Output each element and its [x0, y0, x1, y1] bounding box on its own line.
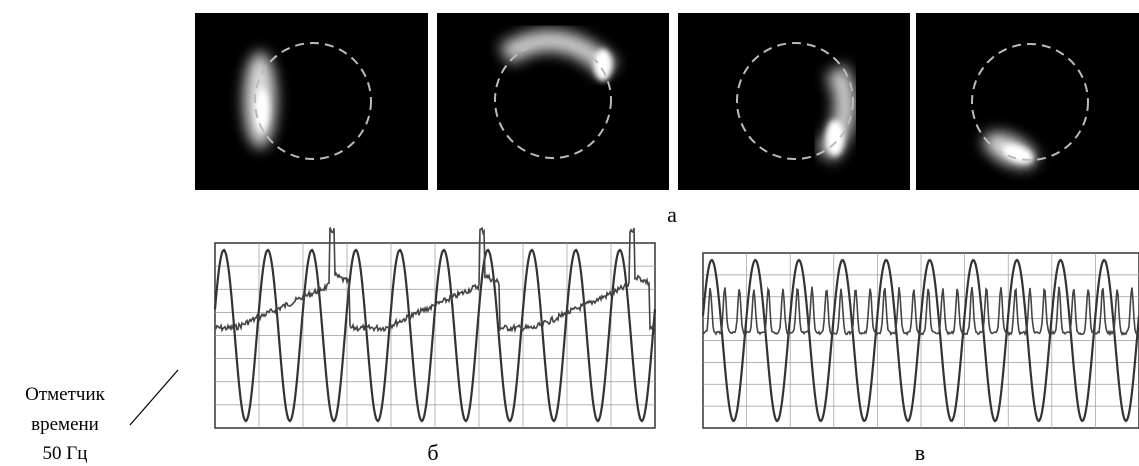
panel-label: б [427, 440, 438, 465]
timer-trace [701, 258, 1139, 423]
signal-trace [702, 286, 1139, 337]
photo-3 [678, 13, 910, 190]
signal-trace [214, 226, 656, 334]
annotation-pointer [129, 369, 179, 426]
annotation-line: времени [31, 414, 99, 435]
photo-1 [195, 13, 428, 190]
photo-4 [916, 13, 1139, 190]
panel-label: а [667, 202, 677, 227]
photo-2 [437, 13, 669, 190]
oscillogram-b [213, 226, 657, 429]
annotation-line: Отметчик [25, 384, 106, 405]
oscillogram-c [701, 252, 1139, 429]
panel-label: в [915, 440, 925, 465]
annotation-line: 50 Гц [43, 443, 88, 464]
